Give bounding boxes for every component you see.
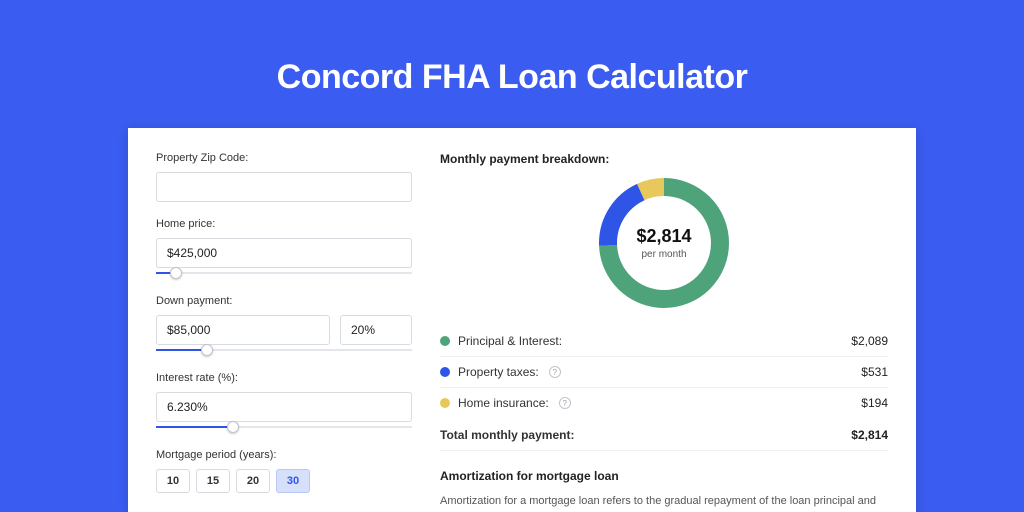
legend-value: $194 (861, 396, 888, 410)
info-icon[interactable]: ? (549, 366, 561, 378)
donut-center: $2,814 per month (599, 178, 729, 308)
legend: Principal & Interest: $2,089 Property taxe… (440, 326, 888, 418)
legend-value: $531 (861, 365, 888, 379)
legend-dot (440, 398, 450, 408)
period-button-30[interactable]: 30 (276, 469, 310, 493)
legend-row: Principal & Interest: $2,089 (440, 326, 888, 357)
field-period: Mortgage period (years): 10152030 (156, 449, 412, 493)
down-payment-pct-input[interactable] (340, 315, 412, 345)
field-zip: Property Zip Code: (156, 152, 412, 202)
field-down-payment: Down payment: (156, 295, 412, 356)
calculator-card: Property Zip Code: Home price: Down paym… (128, 128, 916, 512)
down-payment-label: Down payment: (156, 295, 412, 307)
interest-slider[interactable] (156, 421, 412, 433)
amortization-title: Amortization for mortgage loan (440, 469, 888, 483)
field-interest: Interest rate (%): (156, 372, 412, 433)
down-payment-slider[interactable] (156, 344, 412, 356)
slider-thumb[interactable] (201, 344, 213, 356)
total-value: $2,814 (851, 428, 888, 442)
legend-label: Property taxes: (458, 365, 539, 379)
breakdown-column: Monthly payment breakdown: $2,814 per mo… (412, 152, 888, 488)
field-home-price: Home price: (156, 218, 412, 279)
breakdown-title: Monthly payment breakdown: (440, 152, 888, 166)
amortization-section: Amortization for mortgage loan Amortizat… (440, 469, 888, 512)
legend-value: $2,089 (851, 334, 888, 348)
legend-dot (440, 367, 450, 377)
legend-dot (440, 336, 450, 346)
zip-input[interactable] (156, 172, 412, 202)
total-row: Total monthly payment: $2,814 (440, 418, 888, 451)
period-button-20[interactable]: 20 (236, 469, 270, 493)
donut-chart: $2,814 per month (599, 178, 729, 308)
page-title: Concord FHA Loan Calculator (0, 0, 1024, 97)
legend-label: Home insurance: (458, 396, 549, 410)
total-label: Total monthly payment: (440, 428, 574, 442)
legend-label: Principal & Interest: (458, 334, 562, 348)
legend-row: Home insurance:? $194 (440, 388, 888, 418)
period-button-10[interactable]: 10 (156, 469, 190, 493)
interest-label: Interest rate (%): (156, 372, 412, 384)
donut-wrap: $2,814 per month (440, 178, 888, 308)
home-price-label: Home price: (156, 218, 412, 230)
slider-thumb[interactable] (170, 267, 182, 279)
amortization-text: Amortization for a mortgage loan refers … (440, 493, 888, 512)
stage: Concord FHA Loan Calculator Property Zip… (0, 0, 1024, 512)
form-column: Property Zip Code: Home price: Down paym… (156, 152, 412, 488)
zip-label: Property Zip Code: (156, 152, 412, 164)
period-button-group: 10152030 (156, 469, 412, 493)
slider-thumb[interactable] (227, 421, 239, 433)
home-price-slider[interactable] (156, 267, 412, 279)
info-icon[interactable]: ? (559, 397, 571, 409)
donut-amount: $2,814 (636, 226, 691, 247)
period-button-15[interactable]: 15 (196, 469, 230, 493)
interest-input[interactable] (156, 392, 412, 422)
donut-sub: per month (641, 249, 686, 260)
home-price-input[interactable] (156, 238, 412, 268)
down-payment-input[interactable] (156, 315, 330, 345)
legend-row: Property taxes:? $531 (440, 357, 888, 388)
period-label: Mortgage period (years): (156, 449, 412, 461)
